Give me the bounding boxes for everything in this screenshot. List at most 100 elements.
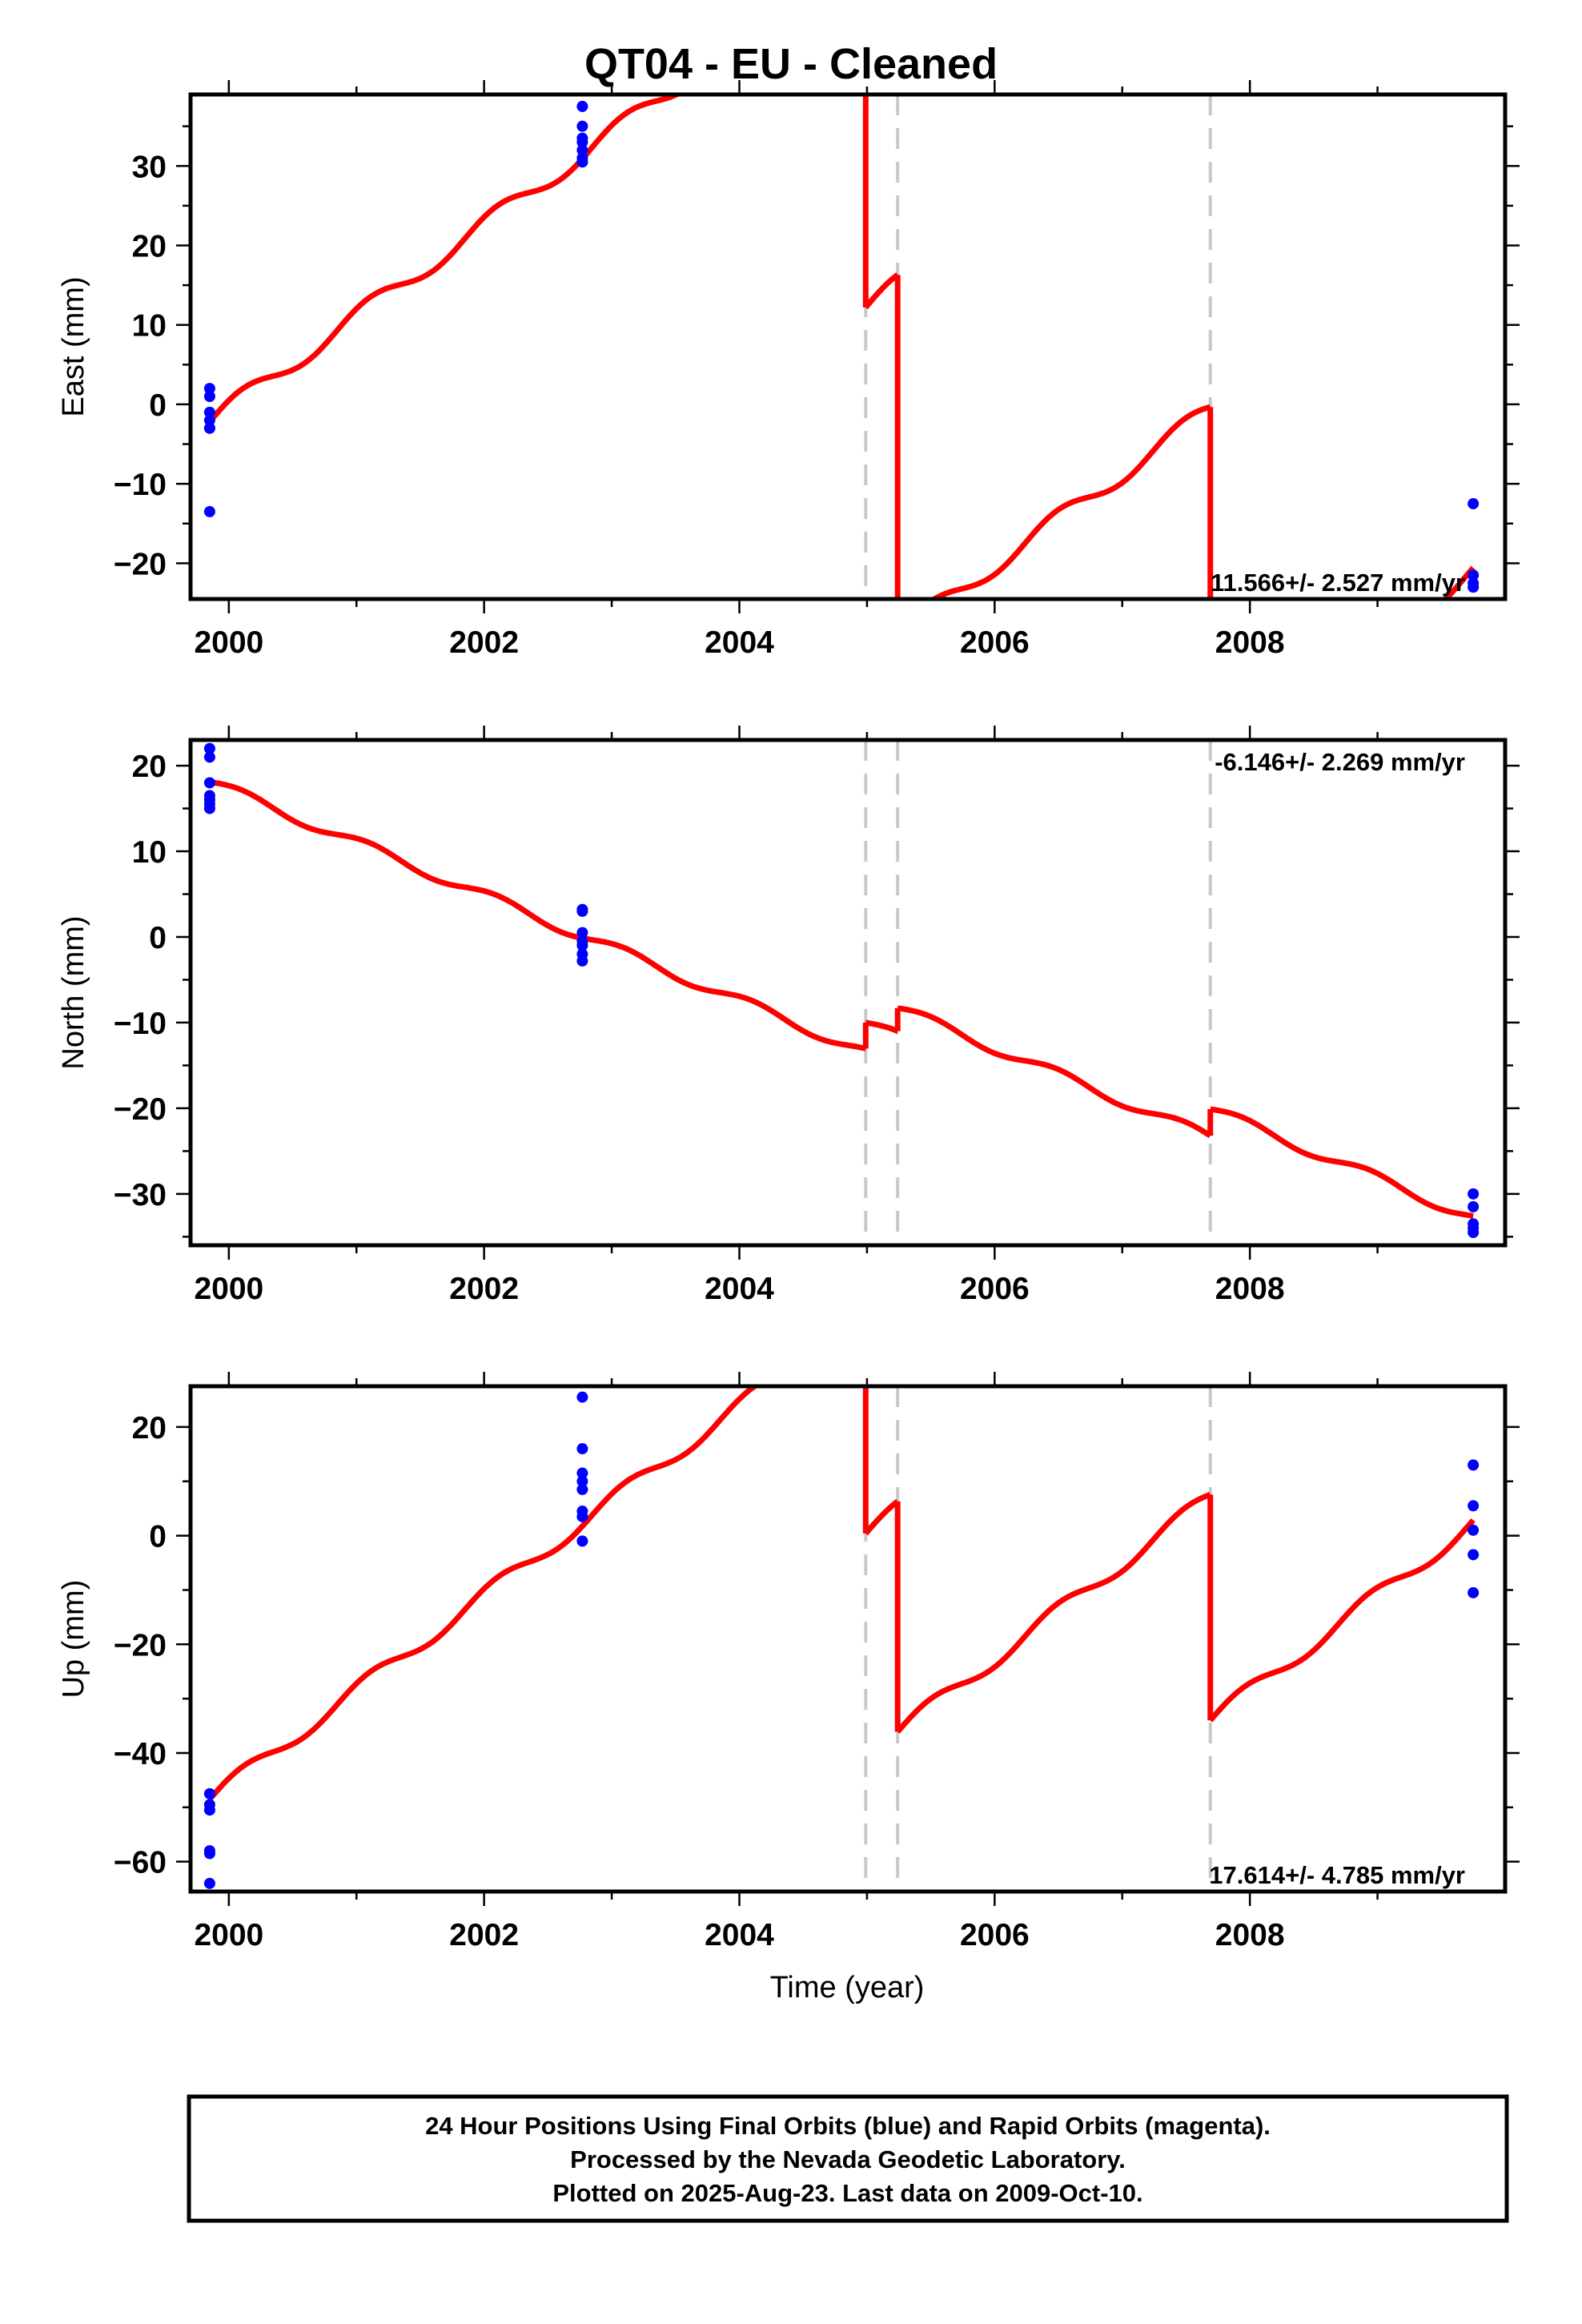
model-segment-3 xyxy=(895,1492,1212,1734)
velocity-label: 17.614+/- 4.785 mm/yr xyxy=(1209,1861,1465,1889)
data-point xyxy=(576,1391,588,1403)
plot-area xyxy=(203,740,1480,1245)
y-tick-label: 10 xyxy=(132,309,167,344)
up-panel: 2000 2002 2004 2006 2008 −60 −40 −20 0 20 Up (mm) 1… xyxy=(57,1372,1520,1952)
x-axis-label: Time (year) xyxy=(770,1971,925,2004)
data-point xyxy=(203,391,215,403)
data-point xyxy=(576,955,588,967)
footer-line-1: 24 Hour Positions Using Final Orbits (bl… xyxy=(425,2112,1271,2140)
model-segment-3 xyxy=(896,1005,1212,1139)
data-point xyxy=(576,1467,588,1479)
x-tick-label: 2000 xyxy=(194,1918,263,1952)
chart-title: QT04 - EU - Cleaned xyxy=(584,40,998,88)
y-axis-label: East (mm) xyxy=(57,276,90,416)
data-point xyxy=(576,1483,588,1495)
y-tick-label: 0 xyxy=(149,388,167,423)
x-tick-label: 2008 xyxy=(1215,1918,1285,1952)
x-tick-label: 2002 xyxy=(449,625,519,660)
data-point xyxy=(1468,1524,1480,1536)
y-tick-label: −20 xyxy=(114,547,167,581)
data-point xyxy=(576,120,588,132)
model-segment-1 xyxy=(207,1386,761,1801)
model-segment-2 xyxy=(863,1019,901,1035)
data-point xyxy=(576,156,588,168)
data-point xyxy=(576,144,588,156)
y-tick-label: 20 xyxy=(132,1411,167,1445)
x-tick-label: 2000 xyxy=(194,1272,263,1306)
data-point xyxy=(203,422,215,434)
x-tick-label: 2006 xyxy=(960,625,1030,660)
data-point xyxy=(576,905,588,917)
data-point xyxy=(1468,1459,1480,1471)
model-segment-2 xyxy=(863,1498,901,1537)
y-tick-label: −10 xyxy=(114,1007,167,1041)
model-segment-1 xyxy=(207,94,683,424)
y-tick-label: 0 xyxy=(149,921,167,955)
footer-box: 24 Hour Positions Using Final Orbits (bl… xyxy=(187,2094,1509,2223)
x-tick-label: 2008 xyxy=(1215,1272,1285,1306)
data-point xyxy=(203,1877,215,1889)
plot-area xyxy=(203,94,1480,599)
velocity-label: 11.566+/- 2.527 mm/yr xyxy=(1211,569,1465,597)
data-point xyxy=(576,927,588,939)
data-point xyxy=(203,406,215,418)
data-point xyxy=(203,1804,215,1816)
data-point xyxy=(576,1443,588,1455)
x-tick-label: 2006 xyxy=(960,1918,1030,1952)
data-point xyxy=(1468,1188,1480,1200)
plot-frame xyxy=(188,738,1508,1248)
north-panel: 2000 2002 2004 2006 2008 −30 −20 −10 0 10 20 North … xyxy=(57,726,1520,1306)
velocity-label: -6.146+/- 2.269 mm/yr xyxy=(1215,748,1465,776)
footer-line-2: Processed by the Nevada Geodetic Laborat… xyxy=(570,2145,1126,2173)
data-point xyxy=(576,136,588,148)
model-segment-1 xyxy=(209,778,867,1051)
y-tick-label: 20 xyxy=(132,750,167,784)
data-point xyxy=(576,1510,588,1522)
data-point xyxy=(203,1787,215,1799)
y-axis-label: Up (mm) xyxy=(57,1580,90,1699)
data-point xyxy=(203,414,215,426)
plot-frame xyxy=(188,92,1508,601)
x-tick-label: 2002 xyxy=(449,1272,519,1306)
data-point xyxy=(1468,581,1480,593)
model-segment-2 xyxy=(863,271,901,311)
model-segment-4 xyxy=(1208,1106,1476,1219)
model-segment-4 xyxy=(1208,1518,1476,1723)
data-point xyxy=(576,939,588,951)
y-tick-label: −20 xyxy=(114,1628,167,1663)
data-point xyxy=(576,1475,588,1487)
y-tick-label: −20 xyxy=(114,1092,167,1127)
plot-frame xyxy=(188,1384,1508,1894)
y-tick-label: −60 xyxy=(114,1846,167,1880)
y-tick-label: 10 xyxy=(132,835,167,870)
footer-line-3: Plotted on 2025-Aug-23. Last data on 200… xyxy=(552,2179,1142,2207)
data-point xyxy=(203,383,215,395)
y-tick-label: 20 xyxy=(132,230,167,264)
y-tick-label: 0 xyxy=(149,1520,167,1554)
x-tick-label: 2008 xyxy=(1215,625,1285,660)
east-panel: 2000 2002 2004 2006 2008 −20 −10 0 10 20 30 East (m… xyxy=(57,80,1520,660)
x-tick-label: 2004 xyxy=(705,1918,774,1952)
data-point xyxy=(203,794,215,806)
data-point xyxy=(203,505,215,517)
data-point xyxy=(203,777,215,789)
x-tick-label: 2000 xyxy=(194,625,263,660)
y-tick-label: 30 xyxy=(132,150,167,184)
y-tick-label: −10 xyxy=(114,468,167,502)
x-tick-label: 2002 xyxy=(449,1918,519,1952)
data-point xyxy=(1468,1226,1480,1238)
y-tick-label: −40 xyxy=(114,1737,167,1771)
data-point xyxy=(203,1848,215,1860)
data-point xyxy=(203,742,215,754)
data-point xyxy=(1468,1500,1480,1512)
footer-border xyxy=(187,2094,1509,2223)
data-point xyxy=(1468,1586,1480,1598)
model-segment-3 xyxy=(929,404,1212,599)
data-point xyxy=(576,100,588,112)
data-point xyxy=(1468,1200,1480,1212)
x-tick-label: 2004 xyxy=(705,1272,774,1306)
plot-area xyxy=(203,1386,1480,1892)
x-tick-label: 2004 xyxy=(705,625,774,660)
y-tick-label: −30 xyxy=(114,1178,167,1212)
